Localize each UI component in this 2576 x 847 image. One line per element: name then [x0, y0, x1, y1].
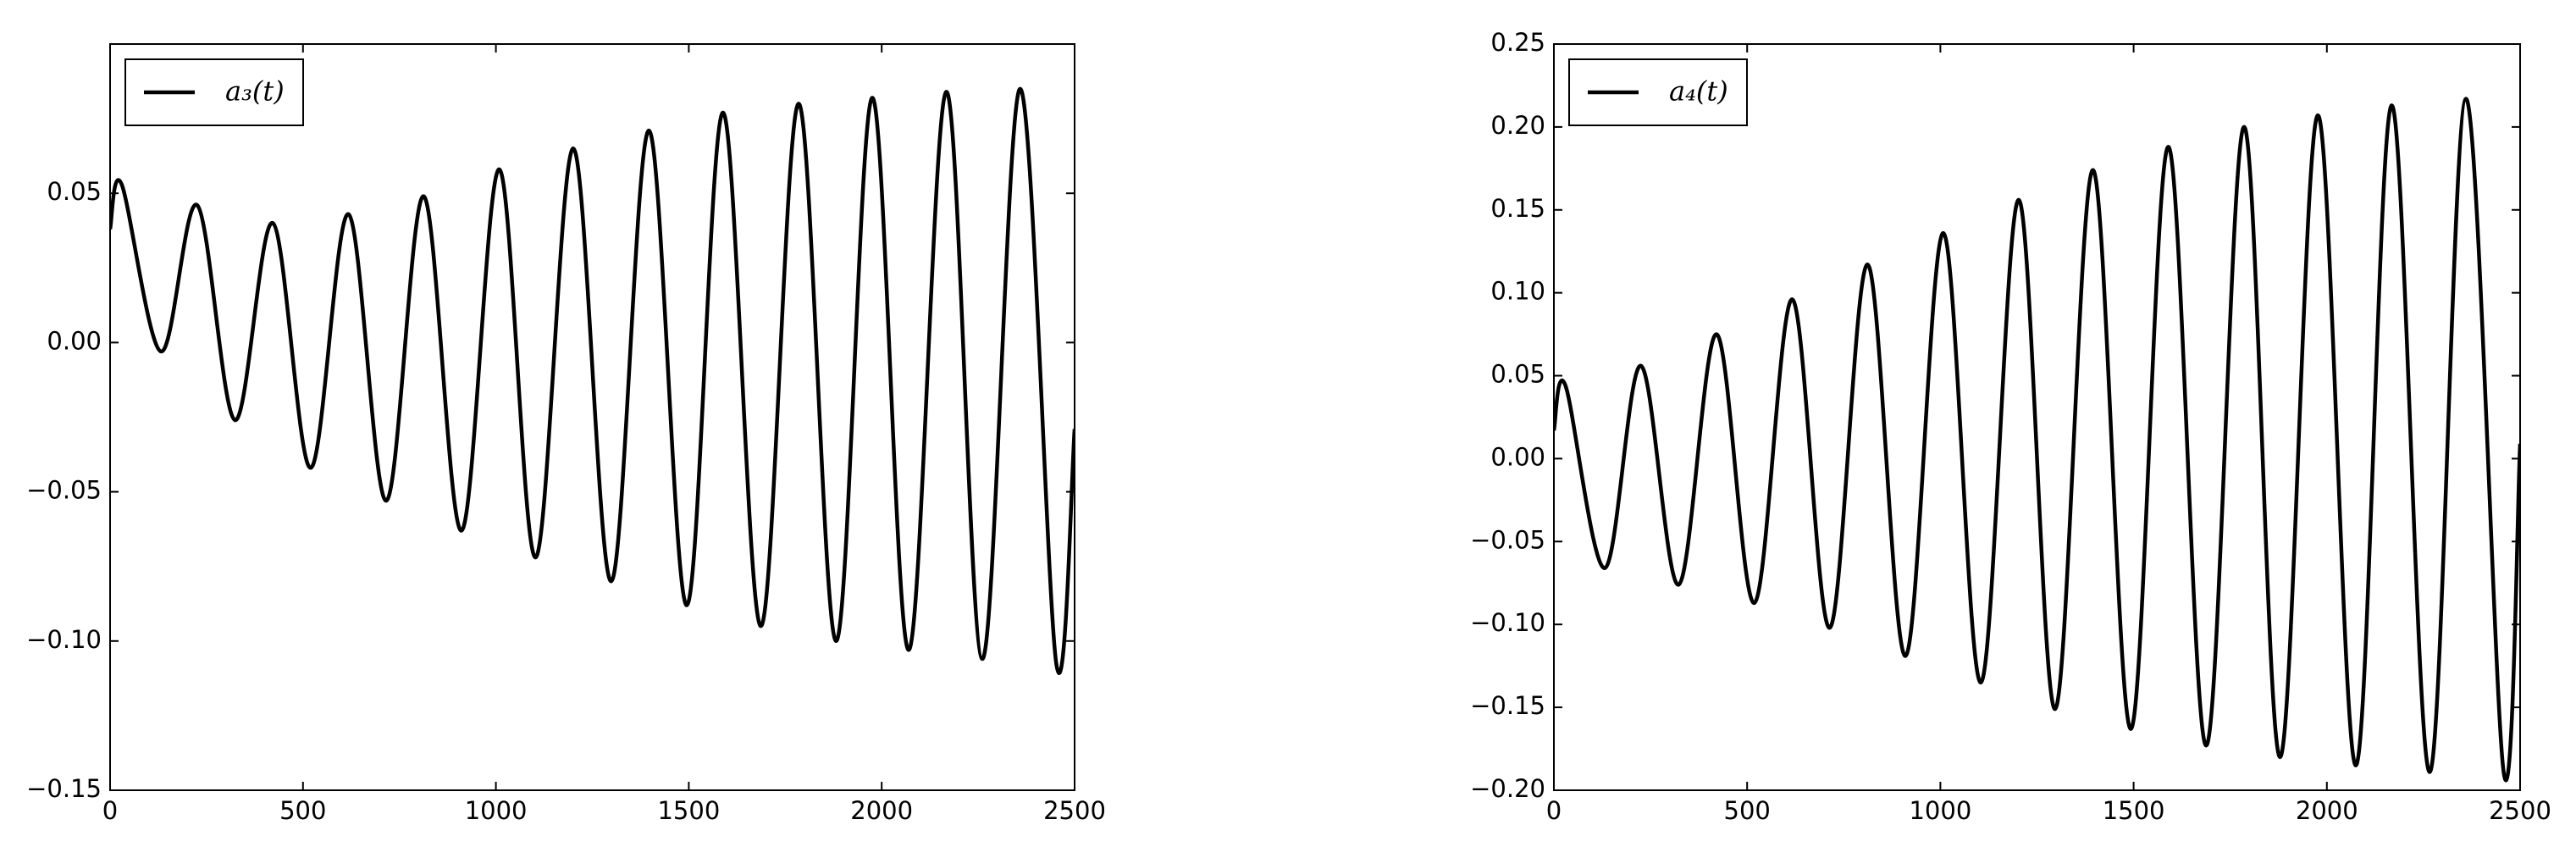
- x-tick-label: 1000: [1909, 796, 1971, 825]
- legend-label: a₃(t): [225, 75, 285, 108]
- y-tick-label: 0.05: [1490, 360, 1545, 389]
- data-line: [110, 86, 1075, 675]
- x-tick-label: 2000: [850, 796, 913, 825]
- y-tick-label: 0.00: [1490, 442, 1545, 471]
- x-tick-label: 500: [1724, 796, 1771, 825]
- data-line: [1554, 97, 2520, 783]
- y-tick-label: −0.10: [1470, 608, 1545, 637]
- x-tick-label: 0: [1546, 796, 1562, 825]
- x-tick-label: 500: [279, 796, 326, 825]
- plot-frame: [109, 43, 1075, 791]
- x-tick-label: 1500: [657, 796, 720, 825]
- y-tick-label: −0.20: [1470, 774, 1545, 803]
- y-tick-label: 0.05: [47, 177, 102, 206]
- x-tick-label: 0: [102, 796, 118, 825]
- y-tick-label: −0.10: [26, 625, 102, 654]
- y-tick-label: −0.05: [26, 476, 102, 505]
- legend-label: a₄(t): [1669, 75, 1728, 108]
- y-tick-label: 0.00: [47, 326, 102, 355]
- y-tick-label: 0.20: [1490, 111, 1545, 140]
- y-tick-label: −0.15: [1470, 691, 1545, 720]
- x-tick-label: 1000: [465, 796, 528, 825]
- y-tick-label: 0.25: [1490, 28, 1545, 57]
- plot-frame: [1553, 43, 2521, 791]
- x-tick-label: 2500: [2489, 796, 2551, 825]
- y-tick-label: −0.15: [26, 774, 102, 803]
- y-tick-label: 0.10: [1490, 277, 1545, 306]
- y-tick-label: 0.15: [1490, 194, 1545, 223]
- y-tick-label: −0.05: [1470, 525, 1545, 554]
- x-tick-label: 2500: [1043, 796, 1106, 825]
- x-tick-label: 1500: [2103, 796, 2165, 825]
- x-tick-label: 2000: [2296, 796, 2358, 825]
